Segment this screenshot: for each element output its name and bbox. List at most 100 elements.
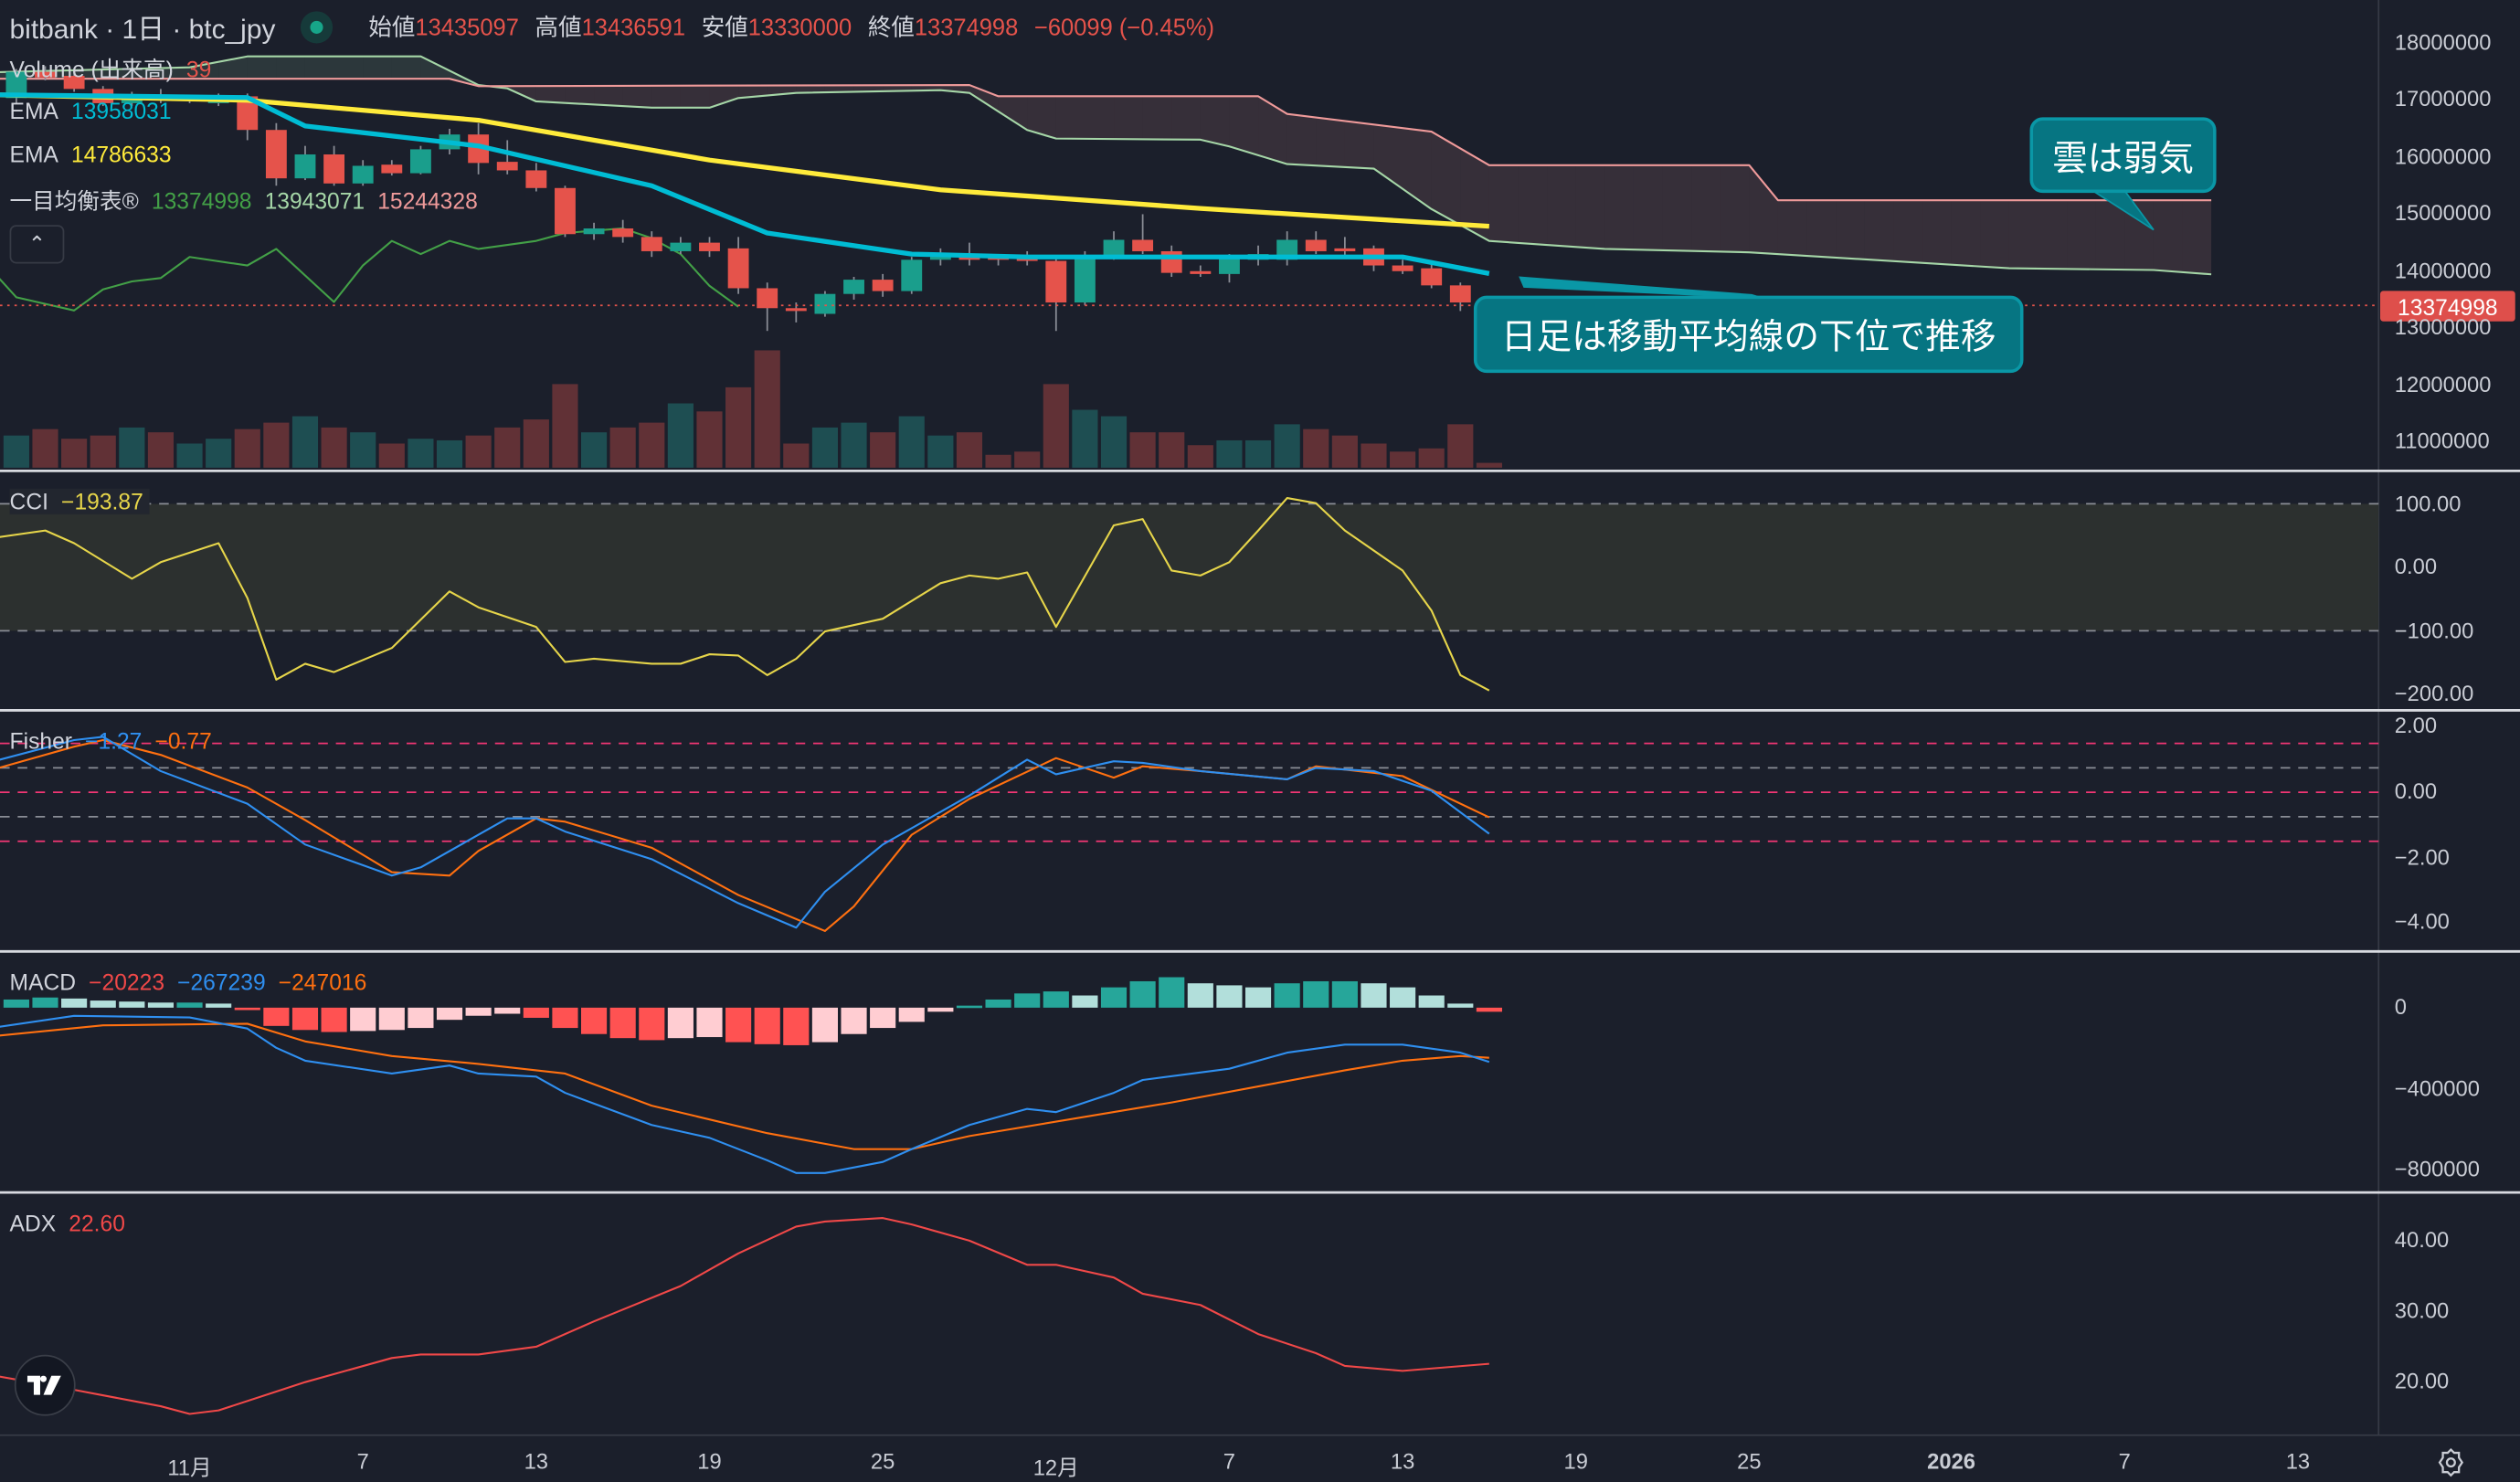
legend-macd[interactable]: MACD −20223 −267239 −247016 [10,969,367,995]
ichimoku-cloud-segment [1229,96,1259,155]
price-tick-label: 17000000 [2394,87,2492,112]
macd-histogram-bar [32,997,58,1008]
volume-bar [580,432,608,468]
macd-histogram-bar [639,1007,665,1041]
volume-bar [465,435,492,468]
candle-down [381,164,403,174]
macd-histogram-bar [321,1007,347,1032]
annotation-cloud-text: 雲は弱気 [2052,137,2194,178]
legend-adx[interactable]: ADX 22.60 [10,1210,125,1235]
settings-gear-icon[interactable] [2437,1447,2466,1477]
time-tick-label: 7 [1223,1449,1236,1474]
volume-bar [1447,424,1474,468]
time-tick-label: 25 [870,1449,895,1474]
adx-tick-label: 40.00 [2394,1227,2450,1253]
candle-up [1103,239,1125,258]
macd-histogram-bar [985,999,1011,1008]
macd-histogram-bar [1274,983,1300,1008]
volume-bar [494,427,521,468]
macd-tick-label: 0 [2394,994,2408,1020]
ichimoku-cloud-segment [1286,113,1317,166]
macd-histogram-bar [609,1007,636,1039]
time-tick-label: 25 [1737,1449,1762,1474]
time-tick-label: 2026 [1927,1449,1976,1474]
legend-ema-slow[interactable]: EMA 14786633 [10,142,172,167]
ichimoku-cloud-segment [1575,164,1605,249]
volume-bar [1014,451,1041,468]
ema-slow-line [0,92,1489,229]
legend-cci[interactable]: CCI −193.87 [9,488,150,514]
candle-down [1305,239,1327,251]
candle-down [1132,239,1154,251]
tradingview-logo[interactable] [14,1354,76,1416]
legend-ema-fast[interactable]: EMA 13958031 [10,98,172,123]
macd-histogram-bar [1244,987,1272,1008]
volume-bar [523,419,549,468]
ema-fast-line [0,92,1490,276]
ichimoku-cloud-segment [1518,164,1548,246]
legend-fisher[interactable]: Fisher −1.27 −0.77 [10,728,212,754]
legend-adx-name: ADX [9,1210,57,1236]
macd-histogram-bar [552,1007,578,1029]
collapse-legend-button[interactable]: ⌃ [9,225,65,264]
macd-histogram-bar [263,1007,290,1026]
ichimoku-cloud-segment [218,56,248,79]
macd-histogram-bar [408,1007,434,1029]
candle-down [727,248,749,289]
macd-histogram-bar [1361,983,1387,1008]
ichimoku-cloud-segment [420,56,450,79]
volume-bar [1331,435,1358,468]
volume-bar [783,443,810,468]
macd-histogram-bar [580,1007,608,1034]
volume-bar [176,443,203,468]
open-value: 13435097 [415,16,519,42]
macd-tick-label: −400000 [2394,1075,2480,1101]
ichimoku-cloud-segment [535,86,566,103]
close-label: 終値 [867,16,915,42]
ichimoku-cloud-segment [1055,96,1085,139]
candle-down [641,237,662,251]
low-value: 13330000 [747,16,852,42]
volume-bar [61,439,88,468]
macd-histogram-bar [90,1000,116,1008]
cci-tick-label: −200.00 [2394,681,2474,706]
volume-bar [754,350,780,468]
ichimoku-cloud-segment [1922,200,1952,265]
volume-bar [206,439,232,468]
ichimoku-cloud-segment [1488,164,1519,243]
symbol-title[interactable]: bitbank · 1日 · btc_jpy [9,14,276,46]
volume-bar [1187,445,1213,468]
chart-header: bitbank · 1日 · btc_jpy 始値13435097 高値1343… [10,6,1224,47]
macd-histogram-bar [378,1007,405,1031]
ichimoku-cloud-segment [709,85,739,108]
adx-tick-label: 30.00 [2394,1298,2450,1323]
macd-histogram-bar [811,1007,839,1043]
ohlc-readout: 始値13435097 高値13436591 安値13330000 終値13374… [368,10,1223,44]
cci-tick-label: 100.00 [2394,491,2462,515]
legend-volume[interactable]: Volume (出来高) 39 [10,53,212,85]
candle-up [670,242,692,251]
macd-histogram-bar [898,1007,925,1022]
legend-ichimoku[interactable]: 一目均衡表® 13374998 13943071 15244328 [10,185,478,217]
annotation-below-ma[interactable]: 日足は移動平均線の下位で推移 [1473,295,2024,374]
volume-bar [1274,424,1300,468]
ichimoku-cloud-segment [911,85,941,91]
volume-bar [552,384,578,468]
volume-bar [1476,462,1502,468]
macd-histogram-bar [176,1002,203,1008]
candle-up [843,280,864,294]
legend-ema-slow-value: 14786633 [70,141,172,167]
annotation-cloud-bearish[interactable]: 雲は弱気 [2029,117,2217,194]
candle-up [5,71,27,99]
legend-macd-line: −267239 [177,969,266,995]
time-tick-label: 12月 [1032,1456,1079,1480]
volume-bar [408,439,434,468]
ichimoku-cloud-segment [1777,200,1807,257]
macd-histogram-bar [1072,995,1098,1008]
ichimoku-cloud-segment [247,56,277,79]
ichimoku-cloud-segment [738,85,768,99]
tradingview-logo-icon [26,1375,61,1395]
fisher-line [0,736,1490,929]
macd-histogram-bar [1129,980,1156,1008]
